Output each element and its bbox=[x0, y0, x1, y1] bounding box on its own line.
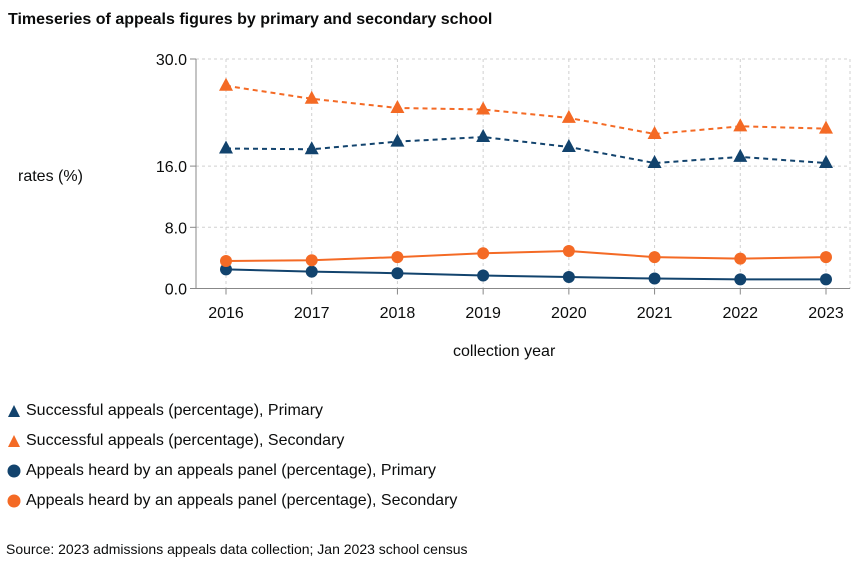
y-tick-label: 16.0 bbox=[156, 159, 187, 176]
data-point-circle bbox=[305, 265, 318, 278]
series-line-0 bbox=[225, 136, 827, 165]
triangle-marker-icon bbox=[8, 405, 20, 417]
data-point-circle bbox=[477, 269, 490, 282]
x-tick-label: 2021 bbox=[637, 305, 673, 322]
data-point-circle bbox=[220, 254, 232, 267]
data-point-triangle bbox=[819, 120, 833, 134]
legend: Successful appeals (percentage), Primary… bbox=[6, 396, 457, 516]
data-point-triangle bbox=[561, 109, 576, 123]
data-point-circle bbox=[734, 252, 747, 265]
y-tick-label: 8.0 bbox=[165, 220, 187, 237]
x-tick-label: 2023 bbox=[808, 305, 844, 322]
data-point-triangle bbox=[647, 125, 662, 139]
legend-item: Appeals heard by an appeals panel (perce… bbox=[6, 486, 457, 516]
triangle-marker-icon bbox=[8, 435, 20, 447]
data-point-circle bbox=[648, 251, 661, 264]
circle-marker-icon bbox=[7, 464, 21, 478]
x-axis-label: collection year bbox=[453, 343, 556, 360]
data-point-circle bbox=[305, 254, 318, 267]
line-chart: 0.0 8.0 16.0 30.0 2016 2017 2018 2019 2020 2021 20… bbox=[156, 52, 851, 322]
y-tick-label: 30.0 bbox=[156, 52, 187, 69]
data-point-circle bbox=[562, 245, 575, 258]
data-point-triangle bbox=[219, 77, 233, 91]
data-point-circle bbox=[562, 271, 575, 284]
legend-label: Appeals heard by an appeals panel (perce… bbox=[26, 462, 437, 479]
legend-label: Appeals heard by an appeals panel (perce… bbox=[26, 492, 458, 509]
data-point-circle bbox=[220, 263, 232, 276]
data-point-circle bbox=[820, 251, 832, 264]
chart-title: Timeseries of appeals figures by primary… bbox=[8, 11, 493, 28]
y-tick-label: 0.0 bbox=[165, 282, 187, 299]
legend-label: Successful appeals (percentage), Seconda… bbox=[26, 432, 345, 449]
data-point-triangle bbox=[561, 138, 576, 152]
data-point-triangle bbox=[304, 141, 319, 155]
x-tick-label: 2017 bbox=[294, 305, 330, 322]
series-line-1 bbox=[225, 84, 827, 135]
data-point-triangle bbox=[390, 133, 405, 147]
x-tick-label: 2020 bbox=[551, 305, 587, 322]
data-point-triangle bbox=[819, 155, 833, 169]
data-point-triangle bbox=[733, 118, 748, 132]
data-point-circle bbox=[734, 273, 747, 286]
circle-marker-icon bbox=[7, 494, 21, 508]
data-point-circle bbox=[477, 247, 490, 260]
y-axis-label: rates (%) bbox=[18, 168, 83, 185]
data-point-triangle bbox=[733, 148, 748, 162]
data-point-circle bbox=[820, 273, 832, 286]
x-tick-label: 2018 bbox=[380, 305, 416, 322]
series-line-2 bbox=[225, 268, 826, 281]
series-line-3 bbox=[225, 250, 827, 262]
data-point-circle bbox=[648, 272, 661, 285]
x-tick-label: 2022 bbox=[722, 305, 758, 322]
data-point-circle bbox=[391, 267, 404, 280]
data-point-triangle bbox=[219, 140, 233, 154]
data-point-triangle bbox=[390, 99, 405, 113]
data-point-triangle bbox=[647, 155, 662, 169]
x-tick-label: 2016 bbox=[208, 305, 244, 322]
data-point-circle bbox=[391, 251, 404, 264]
legend-item: Appeals heard by an appeals panel (perce… bbox=[6, 456, 457, 486]
source-note: Source: 2023 admissions appeals data col… bbox=[6, 541, 468, 557]
legend-item: Successful appeals (percentage), Seconda… bbox=[6, 426, 457, 456]
legend-label: Successful appeals (percentage), Primary bbox=[26, 402, 324, 419]
data-point-triangle bbox=[304, 90, 319, 104]
data-point-triangle bbox=[476, 129, 491, 143]
legend-item: Successful appeals (percentage), Primary bbox=[6, 396, 457, 426]
data-point-triangle bbox=[476, 101, 491, 115]
x-tick-label: 2019 bbox=[465, 305, 501, 322]
